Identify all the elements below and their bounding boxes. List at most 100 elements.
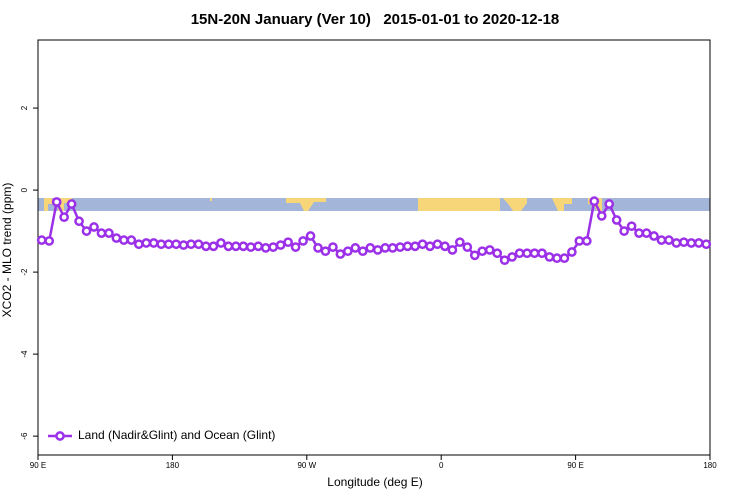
data-point	[596, 211, 607, 221]
land-ocean-strip	[38, 198, 710, 211]
data-point	[372, 245, 383, 255]
data-point	[686, 238, 697, 248]
data-point	[552, 253, 562, 264]
data-point	[425, 241, 435, 252]
data-point	[216, 238, 226, 248]
data-point	[417, 239, 428, 250]
y-tick-label: -6	[20, 432, 29, 440]
data-point	[559, 253, 570, 264]
data-point	[634, 228, 644, 238]
data-point	[253, 241, 264, 252]
data-point	[365, 243, 376, 253]
data-point	[66, 199, 77, 209]
legend-marker	[55, 431, 65, 441]
data-point	[671, 238, 682, 248]
data-point	[507, 252, 517, 262]
y-tick-label: 0	[20, 187, 29, 192]
data-point	[238, 241, 249, 252]
data-point	[74, 216, 84, 227]
data-point	[171, 239, 181, 250]
data-point	[148, 238, 159, 248]
data-point	[163, 239, 174, 250]
x-tick-label: 180	[166, 461, 180, 470]
data-point	[387, 243, 398, 253]
data-point	[395, 242, 405, 252]
data-point	[402, 241, 413, 252]
data-point	[186, 239, 196, 250]
data-point	[574, 236, 585, 246]
data-point	[357, 246, 368, 257]
data-point	[544, 252, 555, 262]
data-point	[51, 197, 62, 207]
data-point	[111, 233, 122, 243]
data-point	[290, 242, 301, 252]
data-point	[484, 245, 495, 255]
data-point	[141, 238, 152, 248]
data-point	[320, 246, 331, 257]
data-point	[208, 241, 219, 252]
data-point	[133, 239, 144, 250]
data-point	[59, 212, 69, 223]
data-point	[499, 255, 510, 266]
data-point	[477, 246, 488, 257]
chart-title: 15N-20N January (Ver 10) 2015-01-01 to 2…	[191, 11, 560, 28]
data-point	[335, 249, 346, 259]
data-point	[275, 240, 286, 250]
data-point	[514, 248, 525, 259]
data-point	[410, 241, 420, 252]
data-point	[36, 235, 47, 245]
data-point	[589, 196, 600, 207]
x-tick-label: 180	[703, 461, 717, 470]
y-tick-label: -4	[20, 350, 29, 358]
data-point	[581, 236, 592, 246]
plot-frame	[37, 39, 711, 456]
x-axis-label: Longitude (deg E)	[327, 475, 422, 489]
data-point	[126, 235, 137, 245]
x-tick-label: 0	[439, 461, 444, 470]
data-point	[626, 221, 637, 232]
data-point	[104, 228, 114, 238]
data-point	[522, 248, 532, 259]
data-point	[455, 237, 465, 248]
data-point	[119, 235, 129, 245]
data-point	[701, 239, 712, 250]
data-point	[44, 236, 55, 246]
data-point	[492, 248, 503, 259]
data-point	[679, 237, 689, 248]
data-point	[156, 239, 167, 250]
data-point	[268, 242, 279, 252]
data-point	[432, 239, 443, 250]
data-point	[537, 248, 547, 259]
y-tick-label: 2	[20, 105, 29, 110]
data-point	[231, 241, 241, 252]
data-point	[664, 235, 674, 245]
data-point	[567, 247, 577, 257]
y-axis-label: XCO2 - MLO trend (ppm)	[0, 183, 14, 318]
data-point	[656, 235, 667, 245]
x-tick-label: 90 E	[30, 461, 46, 470]
data-point	[380, 243, 391, 253]
data-point	[641, 228, 652, 238]
data-point	[193, 239, 204, 250]
data-point	[328, 242, 338, 252]
data-point	[604, 199, 615, 209]
x-tick-label: 90 E	[567, 461, 583, 470]
data-point	[350, 243, 361, 253]
data-point	[178, 240, 189, 250]
data-point	[693, 238, 704, 248]
legend-label: Land (Nadir&Glint) and Ocean (Glint)	[78, 428, 275, 442]
data-point	[96, 228, 107, 238]
data-point	[283, 237, 293, 248]
data-point	[81, 226, 92, 236]
data-point	[201, 241, 211, 252]
data-point	[298, 236, 308, 246]
data-point	[440, 241, 450, 252]
data-point	[649, 231, 659, 241]
data-point	[223, 241, 234, 252]
y-tick-label: -2	[20, 268, 29, 276]
data-point	[313, 243, 323, 253]
data-point	[462, 242, 473, 252]
data-point	[245, 242, 256, 252]
data-point	[305, 231, 316, 241]
